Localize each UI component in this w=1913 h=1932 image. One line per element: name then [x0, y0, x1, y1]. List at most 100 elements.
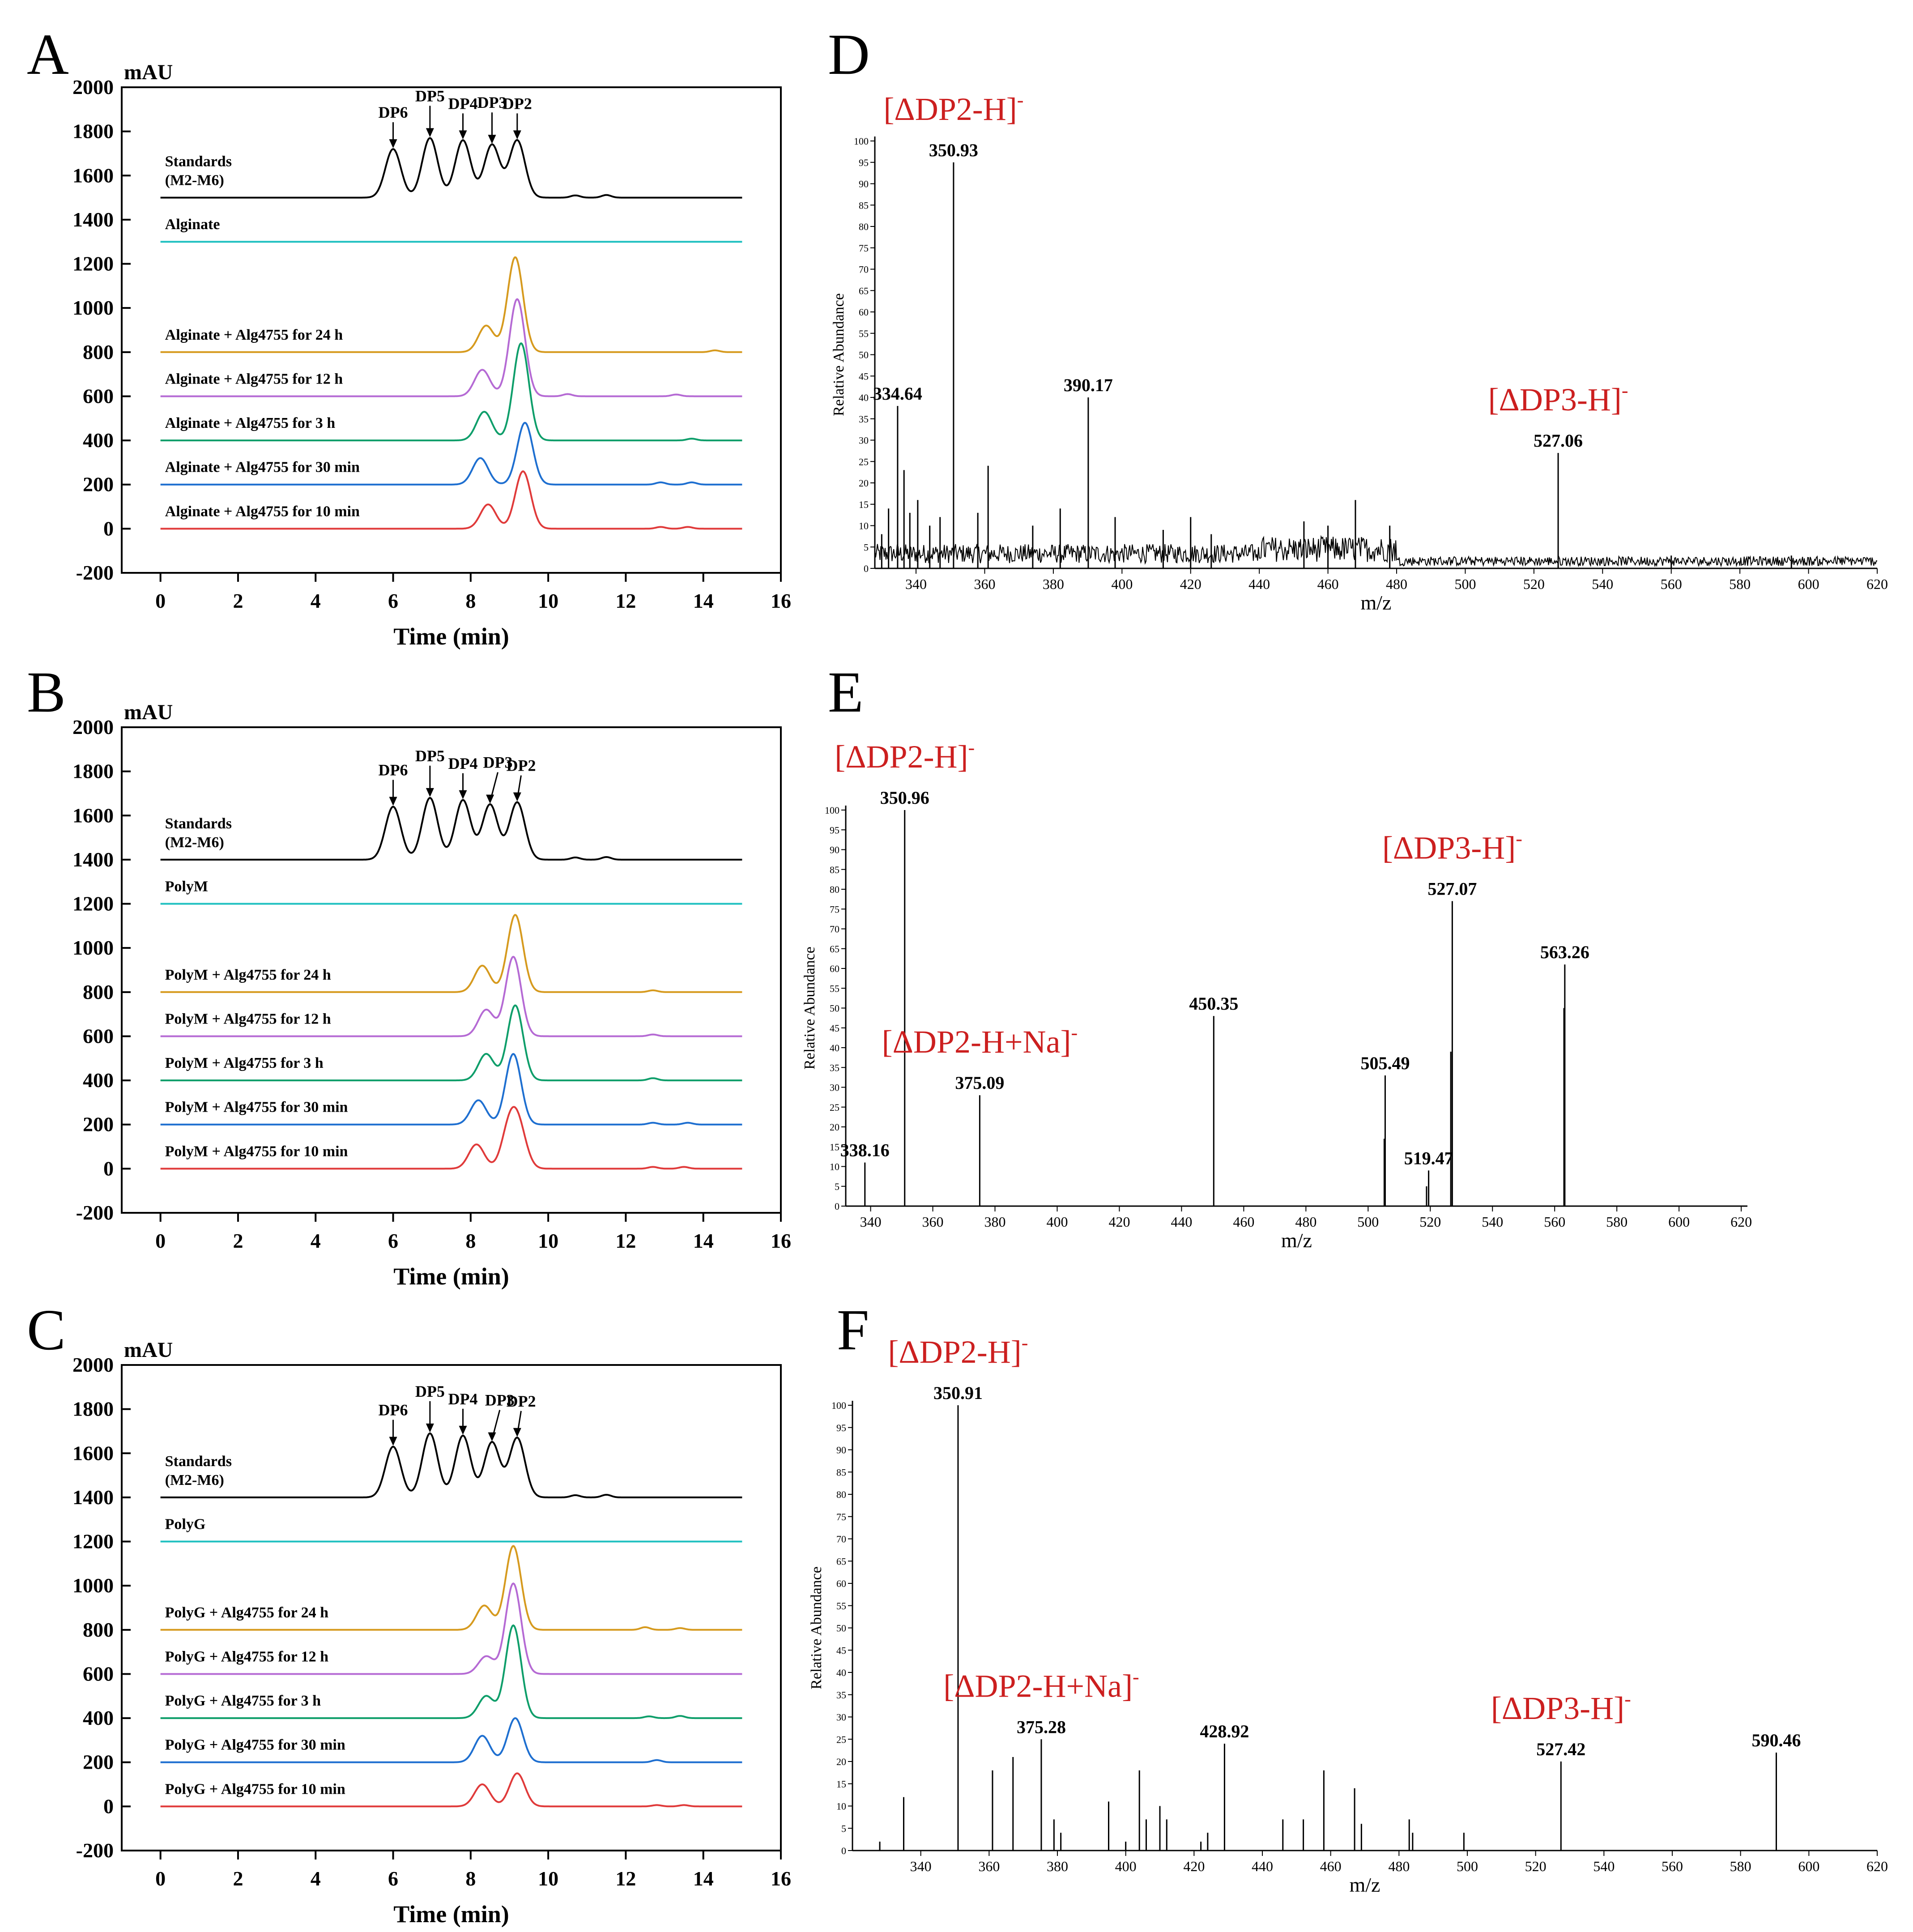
y-tick-label: 2000: [72, 1353, 114, 1376]
y-tick-label: 1000: [72, 1574, 114, 1597]
dp-arrowhead: [513, 130, 521, 140]
series-label: (M2-M6): [165, 834, 224, 851]
series-label: PolyG: [165, 1516, 206, 1533]
series-label: Alginate + Alg4755 for 24 h: [165, 327, 343, 343]
x-tick-label: 12: [615, 1229, 636, 1252]
y-tick-label: 90: [859, 179, 869, 190]
trace-h3: [160, 342, 742, 442]
x-tick-label: 540: [1593, 1858, 1615, 1874]
x-tick-label: 360: [922, 1214, 944, 1230]
y-tick-label: 1800: [72, 1398, 114, 1420]
series-label: PolyM + Alg4755 for 12 h: [165, 1011, 331, 1027]
y-tick-label: 200: [83, 473, 114, 496]
x-tick-label: 580: [1606, 1214, 1628, 1230]
y-tick-label: -200: [76, 561, 114, 584]
ion-annotation: [ΔDP3-H]-: [1491, 1688, 1631, 1726]
series-label: (M2-M6): [165, 172, 224, 189]
y-tick-label: 10: [830, 1161, 839, 1173]
ion-annotation-text: [ΔDP2-H+Na]: [943, 1668, 1133, 1704]
x-tick-label: 14: [693, 1229, 714, 1252]
peak-label: 350.93: [929, 140, 978, 160]
dp-arrowhead: [426, 128, 434, 137]
ion-annotation: [ΔDP2-H+Na]-: [882, 1022, 1078, 1060]
x-tick-label: 400: [1046, 1214, 1068, 1230]
trace-standards: [160, 1433, 742, 1498]
y-axis-label: Relative Abundance: [831, 293, 847, 416]
y-axis-label: mAU: [124, 700, 173, 724]
trace-min30: [160, 1717, 742, 1763]
y-tick-label: 20: [830, 1122, 839, 1133]
chromatogram-panel-c: 2000180016001400120010008006004002000-20…: [72, 1338, 791, 1928]
x-tick-label: 560: [1662, 1858, 1683, 1874]
y-tick-label: 200: [83, 1113, 114, 1136]
y-tick-label: 15: [830, 1141, 839, 1152]
y-tick-label: 35: [836, 1689, 846, 1701]
x-tick-label: 6: [388, 1867, 398, 1890]
y-tick-label: 1200: [72, 252, 114, 275]
x-tick-label: 500: [1454, 576, 1476, 592]
series-label: PolyG + Alg4755 for 10 min: [165, 1781, 345, 1797]
x-tick-label: 16: [771, 1867, 791, 1890]
y-tick-label: 50: [836, 1623, 846, 1634]
y-tick-label: 55: [859, 328, 869, 339]
y-tick-label: 25: [836, 1734, 846, 1745]
ion-annotation-sup: -: [1624, 1688, 1631, 1710]
mass-spectrum-panel-e: 0 5 10 15 20 25 30 35 40 45 50 55 60 65 70 75 80 85 90 95 10…: [801, 737, 1752, 1252]
mass-spectrum-panel-f: 0 5 10 15 20 25 30 35 40 45 50 55 60 65 70 75 80 85 90 95 10…: [808, 1332, 1888, 1896]
peak-label: 375.28: [1017, 1717, 1066, 1737]
x-tick-label: 520: [1523, 576, 1545, 592]
y-tick-label: 90: [830, 844, 839, 856]
y-tick-label: 35: [830, 1062, 839, 1073]
panel-label-f: F: [837, 1298, 869, 1362]
x-tick-label: 8: [465, 589, 476, 612]
x-axis-label: Time (min): [393, 1901, 509, 1928]
y-tick-label: 30: [836, 1712, 846, 1723]
ion-annotation: [ΔDP3-H]-: [1488, 380, 1628, 418]
x-tick-label: 2: [233, 1867, 243, 1890]
y-tick-label: 65: [830, 943, 839, 955]
x-tick-label: 620: [1730, 1214, 1752, 1230]
y-tick-label: 200: [83, 1751, 114, 1774]
dp-label: DP2: [503, 94, 532, 112]
dp-arrowhead: [389, 797, 397, 806]
y-tick-label: 100: [831, 1400, 846, 1411]
x-axis-label: Time (min): [393, 1263, 509, 1290]
ion-annotation: [ΔDP3-H]-: [1382, 828, 1522, 866]
x-tick-label: 480: [1295, 1214, 1317, 1230]
dp-label: DP5: [415, 1382, 445, 1400]
x-axis-label: Time (min): [393, 623, 509, 650]
x-axis-label: m/z: [1281, 1229, 1312, 1252]
y-tick-label: 85: [836, 1467, 846, 1478]
dp-arrowhead: [426, 1423, 434, 1433]
y-axis-label: mAU: [124, 60, 173, 84]
y-tick-label: 15: [859, 499, 869, 510]
x-tick-label: 2: [233, 1229, 243, 1252]
peak-label: 350.96: [880, 788, 929, 808]
y-tick-label: 50: [830, 1003, 839, 1014]
x-tick-label: 16: [771, 589, 791, 612]
x-tick-label: 4: [311, 589, 321, 612]
x-tick-label: 420: [1180, 576, 1201, 592]
series-label: Alginate + Alg4755 for 3 h: [165, 415, 336, 431]
series-label: PolyG + Alg4755 for 3 h: [165, 1693, 321, 1709]
series-label: Standards: [165, 815, 232, 832]
dp-arrowhead: [513, 1428, 521, 1437]
trace-min30: [160, 1053, 742, 1126]
x-tick-label: 4: [311, 1867, 321, 1890]
y-tick-label: 40: [859, 392, 869, 403]
x-tick-label: 340: [905, 576, 927, 592]
panel-label-c: C: [27, 1298, 66, 1362]
plot-frame: [121, 1364, 782, 1851]
series-label: PolyG + Alg4755 for 12 h: [165, 1648, 328, 1665]
peak-label: 505.49: [1360, 1053, 1410, 1073]
dp-label: DP4: [448, 94, 477, 112]
x-tick-label: 380: [1043, 576, 1064, 592]
ion-annotation: [ΔDP2-H+Na]-: [943, 1666, 1139, 1704]
y-tick-label: 1600: [72, 1442, 114, 1464]
x-tick-label: 480: [1388, 1858, 1410, 1874]
trace-h24: [160, 914, 742, 993]
ion-annotation: [ΔDP2-H]-: [883, 89, 1023, 127]
y-tick-label: 600: [83, 1662, 114, 1685]
dp-label: DP5: [415, 87, 445, 105]
y-tick-label: 60: [859, 307, 869, 318]
